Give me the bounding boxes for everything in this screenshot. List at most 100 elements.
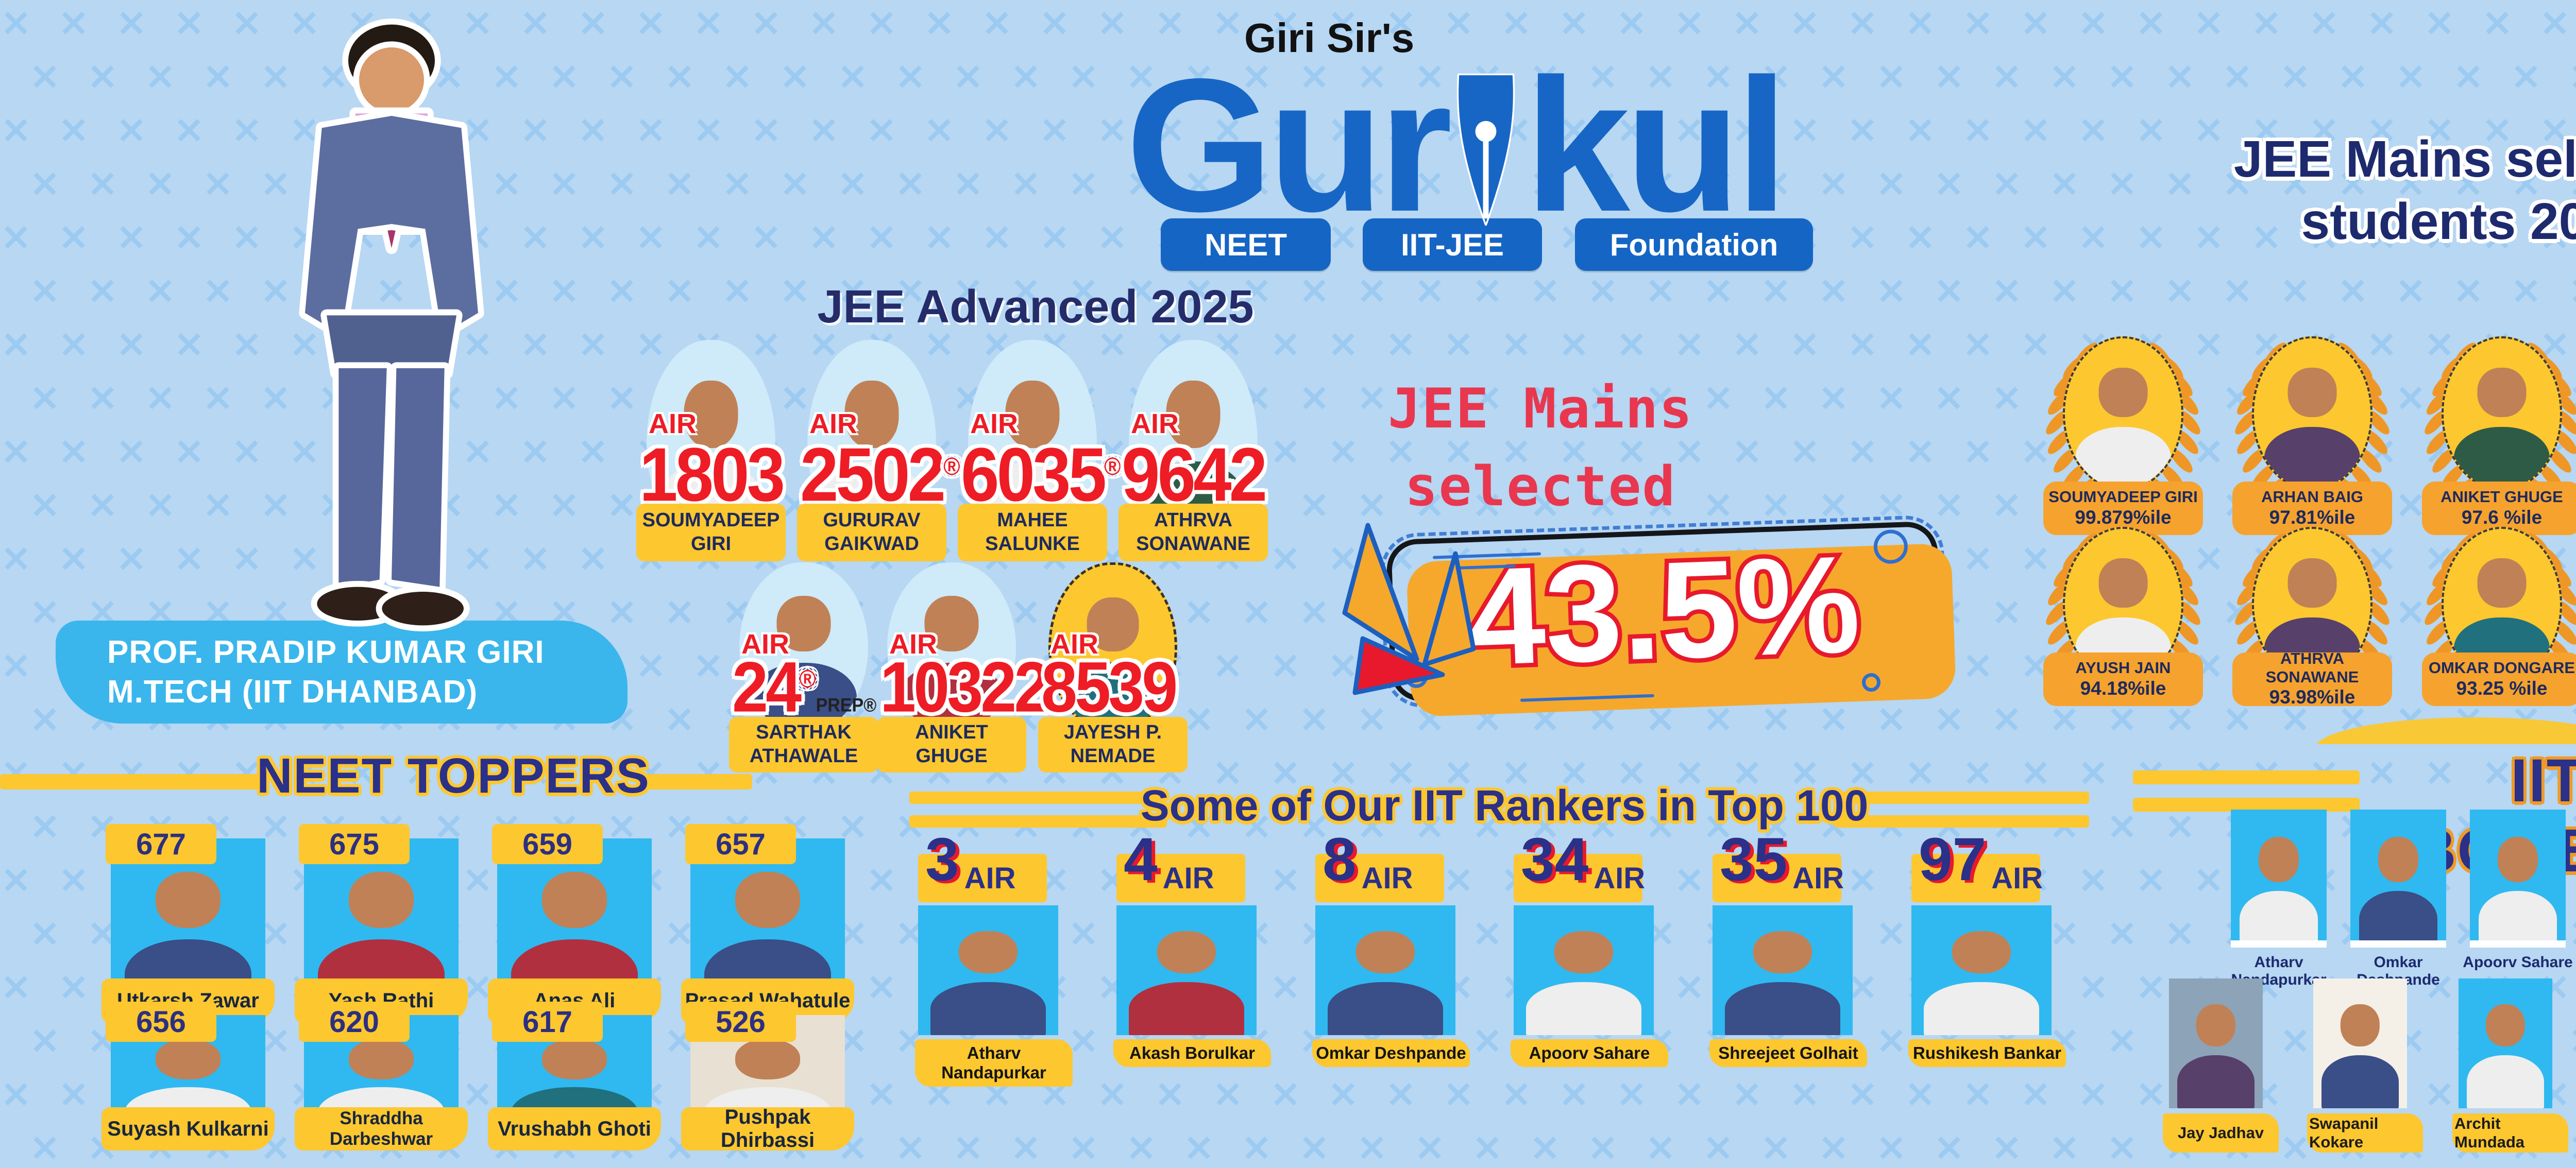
divider-line bbox=[2133, 770, 2360, 784]
student-photo bbox=[2442, 336, 2562, 491]
professor-name-ribbon: PROF. PRADIP KUMAR GIRI M.TECH (IIT DHAN… bbox=[56, 621, 628, 724]
air-badge: 35 AIR bbox=[1713, 829, 1844, 902]
iit-rankers-title: Some of Our IIT Rankers in Top 100 bbox=[1140, 781, 1869, 830]
air-label: AIR bbox=[741, 629, 789, 660]
air-rank-value: 9642 bbox=[1122, 433, 1267, 518]
student-name-tag: Rushikesh Bankar bbox=[1908, 1039, 2066, 1067]
mains-selected-title-line1: JEE Mains selected bbox=[2233, 130, 2576, 188]
air-badge: 8 AIR bbox=[1315, 829, 1444, 902]
photo-strip bbox=[2350, 940, 2446, 948]
student-avatar bbox=[918, 929, 1058, 1035]
jee-mains-percentage-badge: 43.5% bbox=[1385, 521, 1957, 717]
student-name-tag: Shreejeet Golhait bbox=[1709, 1039, 1867, 1067]
mains-selected-title-line2: students 2025 bbox=[2301, 193, 2576, 250]
neet-score: 656 bbox=[106, 1002, 216, 1042]
neet-score: 657 bbox=[685, 824, 796, 864]
iit-ranker-card: 34 AIR Apoorv Sahare bbox=[1511, 819, 1668, 1081]
student-avatar bbox=[2459, 1002, 2552, 1108]
student-name-tag: ATHRVA SONAWANE bbox=[1118, 504, 1268, 561]
neet-score: 617 bbox=[492, 1002, 603, 1042]
student-avatar bbox=[1116, 929, 1257, 1035]
jee-adv-student-card: AIR 1803 SOUMYADEEP GIRI bbox=[636, 340, 786, 566]
professor-photo bbox=[299, 18, 484, 631]
student-photo bbox=[1713, 905, 1853, 1035]
neet-topper-card: 677 Utkarsh Zawar bbox=[101, 824, 275, 1030]
student-avatar bbox=[1713, 929, 1853, 1035]
student-photo bbox=[1116, 905, 1257, 1035]
neet-score: 620 bbox=[299, 1002, 410, 1042]
burst-decoration bbox=[1342, 523, 1476, 695]
student-avatar bbox=[2350, 834, 2446, 948]
air-rank-value: 3 bbox=[925, 826, 959, 894]
nav-button-iit-jee[interactable]: IIT-JEE bbox=[1363, 218, 1542, 271]
brand-wordmark-right: kul bbox=[1524, 39, 1788, 251]
nav-button-foundation[interactable]: Foundation bbox=[1575, 218, 1813, 271]
student-name-tag: ANIKET GHUGE bbox=[877, 717, 1026, 772]
neet-topper-card: 659 Anas Ali bbox=[488, 824, 661, 1030]
neet-score: 659 bbox=[492, 824, 603, 864]
student-avatar bbox=[2470, 834, 2566, 948]
student-name: ATHRVA SONAWANE bbox=[2265, 649, 2359, 686]
student-plate: ANIKET GHUGE 97.6 %ile bbox=[2422, 482, 2576, 535]
mains-student-card: OMKAR DONGARE 93.25 %ile bbox=[2417, 518, 2576, 734]
registered-mark: ® bbox=[943, 453, 960, 480]
student-photo bbox=[2169, 978, 2263, 1108]
professor-name: PROF. PRADIP KUMAR GIRI bbox=[107, 634, 545, 670]
student-name: Apoorv Sahare bbox=[2463, 954, 2573, 971]
student-photo bbox=[918, 905, 1058, 1035]
neet-score: 677 bbox=[106, 824, 216, 864]
neet-toppers-title: NEET TOPPERS bbox=[257, 748, 650, 803]
air-rank: 9642 bbox=[1122, 432, 1271, 518]
divider-line bbox=[641, 774, 752, 789]
iit-bombay-student-card: Archit Mundada bbox=[2452, 978, 2568, 1156]
brand-wordmark-left: Gur bbox=[1126, 39, 1452, 251]
student-photo bbox=[2313, 978, 2407, 1108]
jee-adv-student-card: AIR 2502® GURURAV GAIKWAD bbox=[797, 340, 960, 566]
student-avatar bbox=[2444, 366, 2560, 489]
student-name-tag: Swapanil Kokare bbox=[2307, 1113, 2423, 1153]
student-plate: AYUSH JAIN 94.18%ile bbox=[2043, 652, 2203, 706]
iit-ranker-card: 3 AIR Atharv Nandapurkar bbox=[915, 819, 1073, 1087]
jee-mains-selected-heading: JEE Mains selected bbox=[1319, 377, 1762, 518]
student-avatar bbox=[2313, 1002, 2407, 1108]
student-name: ARHAN BAIG bbox=[2261, 487, 2364, 506]
student-percentile: 93.25 %ile bbox=[2456, 677, 2548, 699]
air-label: AIR bbox=[1991, 862, 2043, 895]
professor-qualification: M.TECH (IIT DHANBAD) bbox=[107, 674, 478, 710]
air-rank-value: 8 bbox=[1323, 826, 1357, 894]
air-rank-value: 1803 bbox=[639, 433, 785, 518]
iit-bombay-student-card: Swapanil Kokare bbox=[2307, 978, 2423, 1156]
air-label: AIR bbox=[649, 408, 697, 439]
jee-mains-line2: selected bbox=[1404, 455, 1676, 518]
student-name: AYUSH JAIN bbox=[2075, 658, 2171, 677]
iit-bombay-student-card: Apoorv Sahare bbox=[2463, 810, 2573, 980]
student-photo bbox=[1514, 905, 1654, 1035]
divider-line bbox=[1834, 792, 2089, 804]
student-avatar bbox=[1315, 929, 1455, 1035]
air-badge: 97 AIR bbox=[1911, 829, 2043, 902]
pen-nib-icon bbox=[1457, 73, 1515, 226]
jee-adv-student-card: AIR 10322® ANIKET GHUGE bbox=[877, 562, 1064, 779]
student-name-tag: Omkar Deshpande bbox=[1312, 1039, 1470, 1067]
iit-ranker-card: 97 AIR Rushikesh Bankar bbox=[1908, 819, 2066, 1081]
neet-topper-card: 656 Suyash Kulkarni bbox=[101, 1002, 275, 1168]
student-name-tag: Jay Jadhav bbox=[2163, 1113, 2279, 1153]
student-photo bbox=[2063, 336, 2183, 491]
air-rank-value: 6035 bbox=[961, 433, 1107, 518]
student-name: ANIKET GHUGE bbox=[2441, 487, 2563, 506]
photo-strip bbox=[2470, 940, 2566, 948]
student-plate: SOUMYADEEP GIRI 99.879%ile bbox=[2043, 482, 2203, 535]
iit-bombay-student-card: Omkar Deshpande bbox=[2350, 810, 2446, 988]
student-name: SOUMYADEEP GIRI bbox=[2048, 487, 2198, 506]
student-photo bbox=[2231, 810, 2327, 948]
neet-topper-card: 526 Pushpak Dhirbassi bbox=[681, 1002, 854, 1168]
iit-ranker-card: 35 AIR Shreejeet Golhait bbox=[1709, 819, 1867, 1081]
student-photo bbox=[1048, 562, 1177, 732]
air-badge: 3 AIR bbox=[918, 829, 1047, 902]
student-percentile: 97.81%ile bbox=[2269, 506, 2355, 528]
student-avatar bbox=[1911, 929, 2052, 1035]
iit-ranker-card: 4 AIR Akash Borulkar bbox=[1113, 819, 1271, 1081]
nav-button-neet[interactable]: NEET bbox=[1161, 218, 1331, 271]
student-percentile: 97.6 %ile bbox=[2461, 506, 2543, 528]
air-label: AIR bbox=[889, 629, 937, 660]
